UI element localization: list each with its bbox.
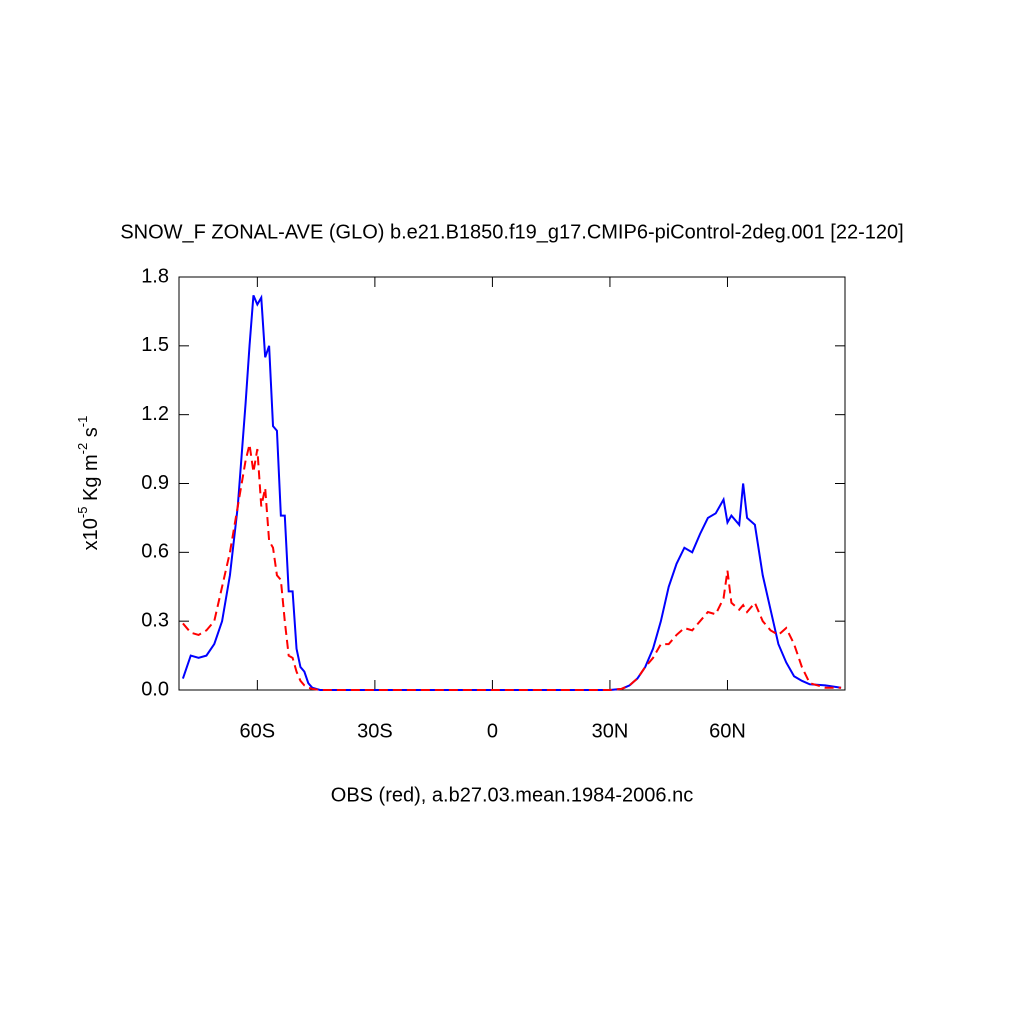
y-tick-label: 0.3 <box>141 609 169 631</box>
x-tick-label: 30N <box>592 720 629 742</box>
data-line <box>182 444 842 691</box>
data-line <box>181 294 842 691</box>
y-label-sup: -1 <box>75 416 90 428</box>
x-tick-label: 0 <box>487 720 498 742</box>
y-label-part: Kg m <box>80 454 102 506</box>
y-tick-label: 0.0 <box>141 678 169 700</box>
y-tick-label: 1.8 <box>141 265 169 287</box>
y-label-part: x10 <box>80 518 102 550</box>
y-tick-label: 1.5 <box>141 334 169 356</box>
y-tick-label: 1.2 <box>141 403 169 425</box>
y-label-sup: -5 <box>75 507 90 519</box>
y-label-part: s <box>80 427 102 443</box>
y-label-sup: -2 <box>75 443 90 455</box>
chart-title: SNOW_F ZONAL-AVE (GLO) b.e21.B1850.f19_g… <box>120 221 903 243</box>
y-tick-label: 0.9 <box>141 472 169 494</box>
x-axis-label: OBS (red), a.b27.03.mean.1984-2006.nc <box>331 784 693 806</box>
x-tick-label: 60N <box>709 720 746 742</box>
y-tick-label: 0.6 <box>141 541 169 563</box>
x-tick-label: 30S <box>357 720 393 742</box>
x-tick-label: 60S <box>240 720 276 742</box>
y-axis-label: x10-5 Kg m-2 s-1 <box>75 416 102 551</box>
